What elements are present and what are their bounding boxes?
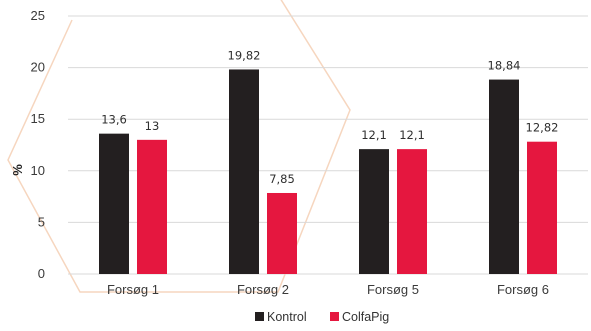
- legend-swatch-kontrol: [255, 312, 264, 321]
- legend: Kontrol ColfaPig: [255, 310, 389, 324]
- y-tick-label: 0: [38, 266, 45, 281]
- data-label: 13: [145, 119, 160, 133]
- bar-kontrol: [229, 69, 259, 274]
- y-tick-label: 5: [38, 214, 45, 229]
- bar-colfapig: [137, 139, 167, 274]
- bar-colfapig: [397, 149, 427, 274]
- y-tick-label: 25: [31, 8, 45, 23]
- bars: [99, 69, 557, 274]
- bar-kontrol: [359, 149, 389, 274]
- y-tick-label: 20: [31, 60, 45, 75]
- data-label: 18,84: [488, 59, 521, 73]
- data-label: 13,6: [101, 113, 127, 127]
- data-label: 12,1: [399, 128, 425, 142]
- x-tick-label: Forsøg 1: [107, 282, 159, 297]
- legend-swatch-colfapig: [330, 312, 339, 321]
- axes: 0 5 10 15 20 25 Forsøg 1 Forsøg 2 Forsøg 5 Forsøg…: [31, 8, 549, 297]
- data-labels: 13,6 13 19,82 7,85 12,1 12,1 18,84 12,82: [101, 48, 558, 186]
- data-label: 7,85: [269, 172, 295, 186]
- data-label: 12,1: [361, 128, 387, 142]
- y-tick-label: 15: [31, 111, 45, 126]
- bar-kontrol: [99, 133, 129, 274]
- data-label: 19,82: [228, 48, 261, 62]
- y-axis-title: %: [10, 164, 25, 176]
- bar-colfapig: [267, 192, 297, 274]
- legend-label-kontrol: Kontrol: [267, 310, 307, 324]
- legend-label-colfapig: ColfaPig: [342, 310, 389, 324]
- data-label: 12,82: [526, 121, 559, 135]
- bar-colfapig: [527, 141, 557, 274]
- x-tick-label: Forsøg 5: [367, 282, 419, 297]
- x-tick-label: Forsøg 2: [237, 282, 289, 297]
- bar-kontrol: [489, 79, 519, 274]
- y-tick-label: 10: [31, 163, 45, 178]
- x-tick-label: Forsøg 6: [497, 282, 549, 297]
- background-hexagon-outline: [7, 0, 351, 293]
